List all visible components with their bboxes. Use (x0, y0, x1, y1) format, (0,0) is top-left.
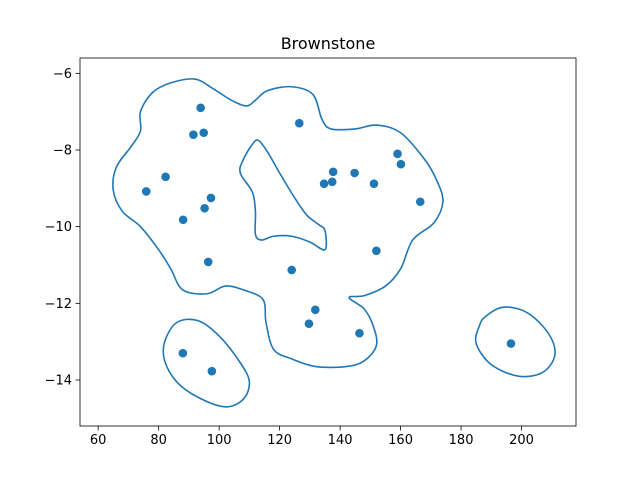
x-tick-label: 100 (207, 433, 232, 448)
data-point (327, 177, 337, 187)
data-point (396, 159, 406, 169)
x-tick-label: 200 (509, 433, 534, 448)
data-point (350, 168, 359, 178)
x-tick-label: 140 (328, 433, 353, 448)
y-tick-label: −10 (45, 220, 72, 235)
x-axis: 60 80 100 120 140 160 180 200 (90, 426, 534, 448)
data-point (287, 265, 297, 275)
data-point (161, 172, 170, 182)
contour-lower-left (162, 318, 251, 408)
data-point (328, 167, 338, 177)
data-point (304, 319, 314, 328)
data-point (319, 179, 329, 189)
data-point (393, 149, 402, 159)
x-tick-label: 160 (388, 433, 413, 448)
contour-layer (112, 78, 556, 408)
data-point (178, 348, 188, 358)
data-point (200, 203, 209, 213)
x-tick-label: 80 (150, 433, 167, 448)
data-point (199, 128, 208, 138)
x-tick-label: 60 (90, 433, 107, 448)
contour-right (474, 306, 556, 378)
x-tick-label: 120 (267, 433, 292, 448)
data-point (178, 215, 188, 225)
data-point (207, 366, 217, 376)
data-point (189, 130, 198, 139)
data-point (206, 193, 216, 203)
contour-inner-hole (239, 139, 328, 251)
data-point (369, 179, 379, 189)
data-point (203, 257, 213, 267)
y-tick-label: −12 (45, 297, 72, 312)
data-point (506, 339, 516, 348)
data-point (372, 246, 381, 256)
chart-title: Brownstone (281, 34, 376, 53)
data-point (415, 197, 425, 207)
scatter-points (141, 103, 516, 376)
y-axis: −6 −8 −10 −12 −14 (45, 67, 80, 389)
data-point (196, 103, 205, 113)
x-tick-label: 180 (449, 433, 474, 448)
data-point (355, 328, 364, 338)
data-point (141, 187, 151, 196)
plot-frame (79, 57, 577, 427)
data-point (311, 305, 320, 315)
contour-outer (112, 78, 444, 369)
y-tick-label: −6 (53, 67, 72, 82)
data-point (294, 118, 304, 128)
y-tick-label: −14 (45, 374, 72, 389)
y-tick-label: −8 (53, 144, 72, 159)
